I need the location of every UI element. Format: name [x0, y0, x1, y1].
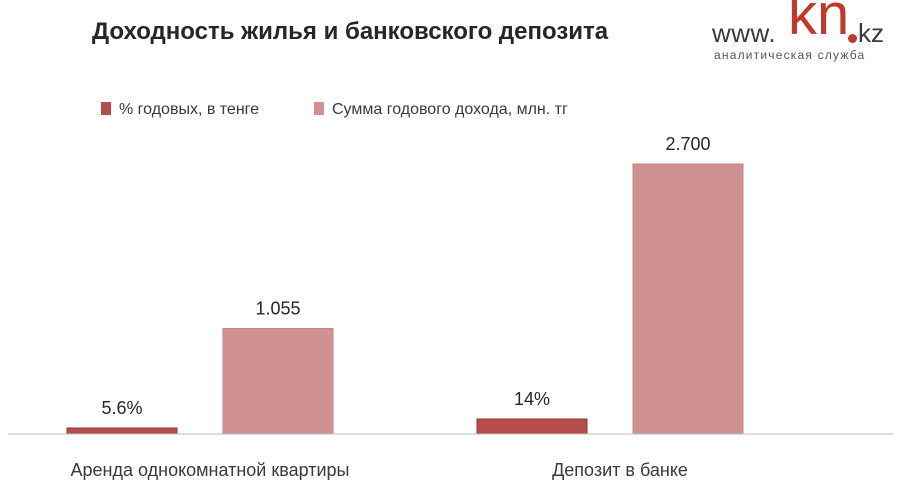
data-label-1-1: 5.6% [101, 398, 142, 418]
x-tick-labels: Аренда однокомнатной квартиры Депозит в б… [71, 460, 688, 480]
data-labels-group: 5.6% 1.055 14% 2.700 [101, 134, 710, 418]
data-label-1-2: 14% [514, 389, 550, 409]
kn-logo: www. kn kz аналитическая служба [712, 0, 898, 66]
bar-1-1 [66, 427, 178, 435]
bar-2-2 [632, 163, 744, 435]
chart-title: Доходность жилья и банковского депозита [92, 18, 609, 45]
logo-kn-text: kn [788, 0, 850, 47]
data-label-2-2: 2.700 [665, 134, 710, 154]
logo-subtitle: аналитическая служба [714, 48, 866, 62]
logo-dot [848, 34, 857, 43]
data-label-2-1: 1.055 [255, 299, 300, 319]
legend: % годовых, в тенге Сумма годового дохода,… [101, 101, 568, 118]
logo-kz-text: kz [858, 18, 884, 48]
bar-1-2 [476, 418, 588, 435]
x-tick-label-2: Депозит в банке [552, 460, 688, 480]
bar-2-1 [222, 328, 334, 435]
x-tick-label-1: Аренда однокомнатной квартиры [71, 460, 350, 480]
logo-www-text: www. [712, 18, 777, 48]
legend-label-2: Сумма годового дохода, млн. тг [332, 101, 568, 118]
legend-swatch-1 [101, 102, 111, 115]
legend-label-1: % годовых, в тенге [119, 101, 259, 118]
legend-swatch-2 [314, 102, 324, 115]
bars-group [66, 163, 744, 435]
